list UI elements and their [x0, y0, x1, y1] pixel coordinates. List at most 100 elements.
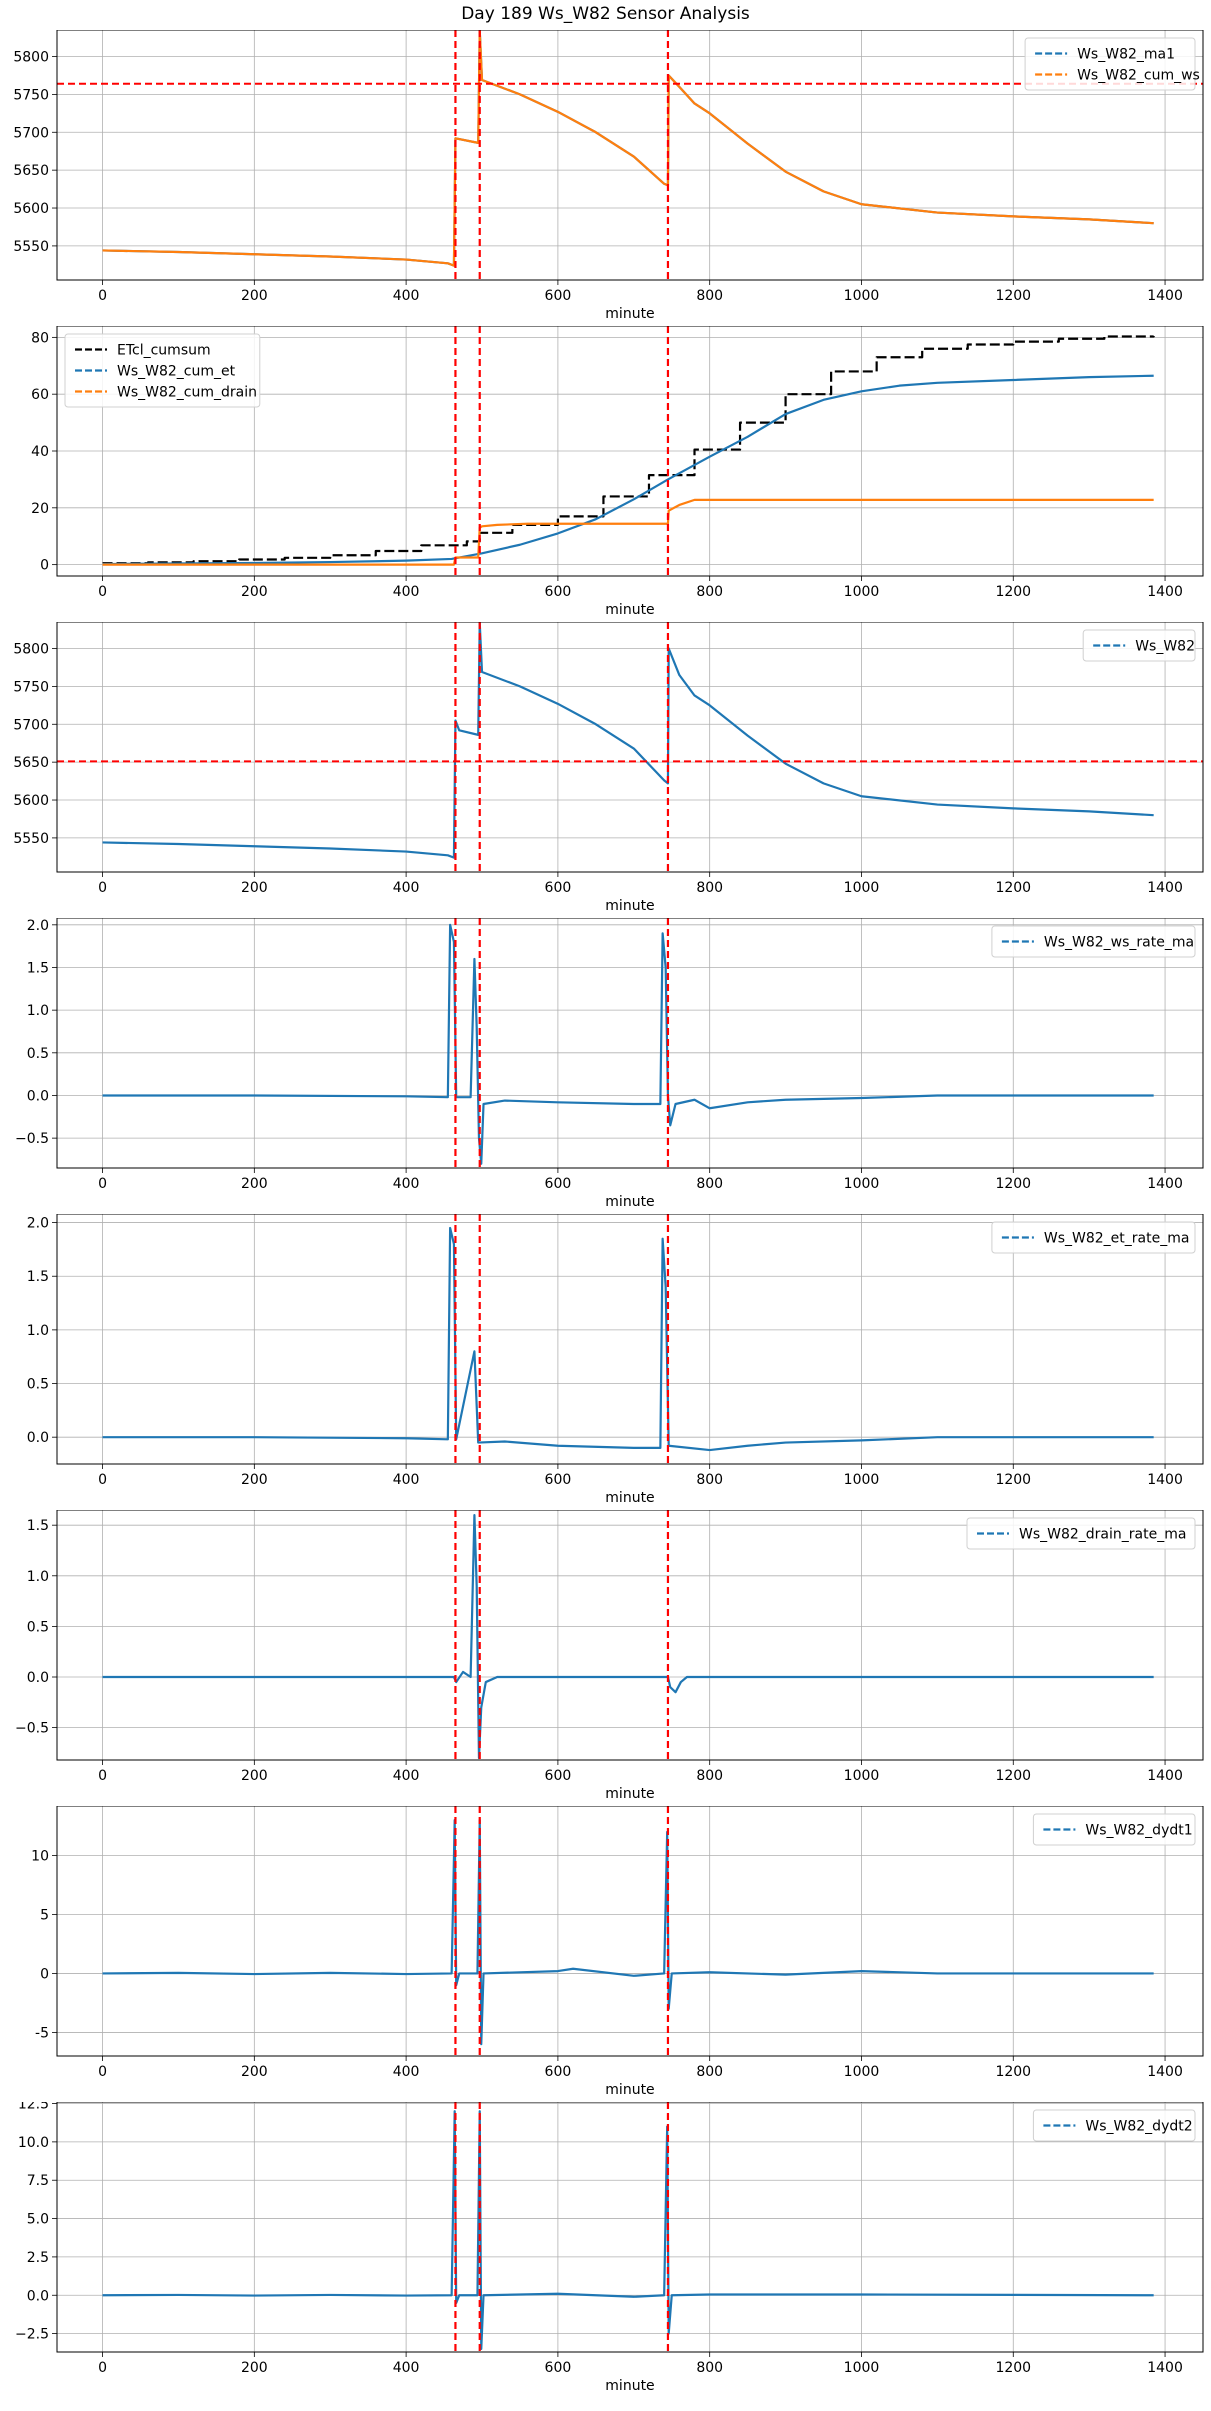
x-tick-label: 0: [98, 584, 107, 600]
x-tick-label: 600: [545, 880, 572, 896]
y-tick-label: 5: [40, 1907, 49, 1923]
x-tick-label: 800: [696, 2360, 723, 2376]
chart-panel-2: 0 200 400 600 800 1000 1200 1400 0 20 40 60 80 minute…: [31, 326, 1204, 618]
legend-box: [1032, 1813, 1196, 1846]
y-tick-label: 0.0: [27, 1430, 49, 1446]
series-line-etcl-cumsum: [102, 335, 1155, 565]
legend-label: Ws_W82_ma1: [1077, 47, 1175, 63]
x-tick-label: 600: [545, 2064, 572, 2080]
y-tick-label: -5: [35, 2025, 49, 2041]
x-tick-label: 0: [98, 288, 107, 304]
x-tick-label: 1400: [1147, 288, 1183, 304]
y-tick-label: 5700: [13, 717, 49, 733]
x-tick-label: 1200: [995, 584, 1031, 600]
legend-box: [1032, 2109, 1196, 2142]
y-tick-label: 0.0: [27, 1670, 49, 1686]
x-tick-label: 600: [545, 2360, 572, 2376]
y-tick-label: 5.0: [27, 2212, 49, 2228]
x-tick-label: 0: [98, 2064, 107, 2080]
grid: [57, 622, 1203, 872]
chart-panel-8: 0 200 400 600 800 1000 1200 1400 −2.5 0.0 2.5 5.0 7.…: [15, 2102, 1204, 2394]
plot-area: [102, 1214, 1154, 1464]
y-tick-label: 12.5: [18, 2102, 49, 2113]
y-tick-label: 0.0: [27, 2288, 49, 2304]
x-tick-label: 400: [393, 2064, 420, 2080]
x-tick-label: 400: [393, 880, 420, 896]
x-tick-label: 200: [241, 880, 268, 896]
y-tick-label: 5700: [13, 125, 49, 141]
y-tick-label: 5750: [13, 87, 49, 103]
chart-panel-1: 0 200 400 600 800 1000 1200 1400 5550 5600 5650 570…: [13, 30, 1204, 322]
series-line-ws-w82-ws-rate-ma: [102, 923, 1154, 1165]
legend-box: [991, 925, 1196, 958]
x-tick-label: 800: [696, 2064, 723, 2080]
x-tick-label: 1400: [1147, 584, 1183, 600]
x-tick-label: 1200: [995, 2360, 1031, 2376]
x-tick-label: 1000: [844, 584, 880, 600]
y-tick-label: 5600: [13, 201, 49, 217]
series-line-ws-w82-cum-et: [102, 374, 1154, 566]
x-tick-label: 200: [241, 1176, 268, 1192]
y-tick-label: 5600: [13, 793, 49, 809]
grid: [57, 1806, 1203, 2056]
x-tick-label: 1000: [844, 1176, 880, 1192]
y-tick-label: 1.5: [27, 1518, 49, 1534]
y-tick-label: −0.5: [15, 1131, 49, 1147]
x-tick-label: 1000: [844, 2064, 880, 2080]
plot-area: [102, 1510, 1154, 1760]
chart-panel-6: 0 200 400 600 800 1000 1200 1400 −0.5 0.0 0.5 1.0 1.…: [15, 1510, 1204, 1802]
x-tick-label: 1400: [1147, 2064, 1183, 2080]
x-axis-label: minute: [605, 1490, 654, 1506]
chart-panel-7: 0 200 400 600 800 1000 1200 1400 -5 0 5 10 minute Ws_…: [31, 1806, 1204, 2098]
y-tick-label: 20: [31, 501, 49, 517]
x-axis-label: minute: [605, 306, 654, 322]
x-tick-label: 600: [545, 288, 572, 304]
legend: Ws_W82_dydt2: [1032, 2109, 1196, 2142]
x-tick-label: 1400: [1147, 2360, 1183, 2376]
y-tick-label: 0.0: [27, 1088, 49, 1104]
x-tick-label: 1200: [995, 880, 1031, 896]
series-line-ws-w82-drain-rate-ma: [102, 1513, 1154, 1760]
x-tick-label: 1400: [1147, 880, 1183, 896]
x-axis-label: minute: [605, 1194, 654, 1210]
plot-area: [102, 2102, 1154, 2352]
legend: Ws_W82_drain_rate_ma: [966, 1517, 1196, 1550]
x-tick-label: 400: [393, 288, 420, 304]
x-tick-label: 0: [98, 1472, 107, 1488]
y-tick-label: 0: [40, 558, 49, 574]
y-tick-label: 1.0: [27, 1003, 49, 1019]
legend-label: Ws_W82_et_rate_ma: [1044, 1231, 1190, 1247]
y-tick-label: 40: [31, 444, 49, 460]
y-tick-label: 10.0: [18, 2135, 49, 2151]
x-axis-label: minute: [605, 898, 654, 914]
legend: Ws_W82_et_rate_ma: [991, 1221, 1196, 1254]
x-tick-label: 400: [393, 2360, 420, 2376]
x-tick-label: 1200: [995, 1472, 1031, 1488]
y-tick-label: 0.5: [27, 1619, 49, 1635]
legend-box: [1082, 629, 1196, 662]
x-tick-label: 800: [696, 584, 723, 600]
legend: Ws_W82_dydt1: [1032, 1813, 1196, 1846]
x-axis-label: minute: [605, 2378, 654, 2394]
x-tick-label: 200: [241, 2360, 268, 2376]
x-tick-label: 1000: [844, 1472, 880, 1488]
x-axis-label: minute: [605, 1786, 654, 1802]
grid: [57, 30, 1203, 280]
x-tick-label: 1400: [1147, 1176, 1183, 1192]
x-tick-label: 0: [98, 880, 107, 896]
figure-title: Day 189 Ws_W82 Sensor Analysis: [461, 4, 750, 24]
chart-panel-3: 0 200 400 600 800 1000 1200 1400 5550 5600 5650 570…: [13, 622, 1204, 914]
x-tick-label: 400: [393, 1768, 420, 1784]
legend: Ws_W82: [1082, 629, 1196, 662]
axes-frame: [56, 1806, 1204, 2057]
legend-box: [64, 333, 261, 408]
y-tick-label: 2.0: [27, 918, 49, 934]
x-tick-label: 800: [696, 1472, 723, 1488]
x-tick-label: 600: [545, 1472, 572, 1488]
y-tick-label: 5800: [13, 50, 49, 66]
x-tick-label: 200: [241, 288, 268, 304]
grid: [57, 2102, 1203, 2352]
x-tick-label: 200: [241, 2064, 268, 2080]
y-tick-label: 0: [40, 1966, 49, 1982]
